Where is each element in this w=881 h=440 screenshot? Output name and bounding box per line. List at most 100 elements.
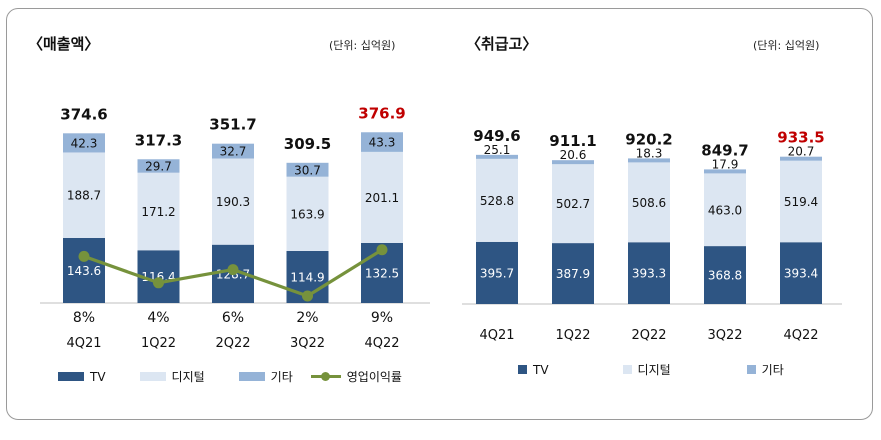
- bar-segment-digital: [628, 162, 670, 243]
- data-label-tv: 143.6: [67, 264, 101, 278]
- line-point-margin: [302, 290, 313, 302]
- total-label: 317.3: [135, 131, 182, 149]
- bar-segment-digital: [552, 164, 594, 244]
- line-point-margin: [78, 250, 90, 262]
- legend-item-digital: 디지털: [139, 368, 205, 385]
- legend-swatch-other-right: [746, 365, 756, 374]
- bar-segment-other: [361, 132, 403, 152]
- data-label-digital: 171.2: [141, 205, 175, 219]
- legend-swatch-digital: [139, 372, 166, 381]
- margin-label: 8%: [73, 310, 95, 326]
- bar-segment-other: [137, 159, 180, 173]
- data-label-digital: 188.7: [67, 189, 101, 203]
- bar-segment-tv: [628, 242, 670, 304]
- bar-segment-other: [552, 160, 594, 165]
- data-label-other: 32.7: [220, 145, 247, 159]
- legend-line-key: [310, 372, 341, 381]
- data-label-other: 43.3: [369, 136, 396, 150]
- total-label: 309.5: [284, 135, 331, 153]
- data-label-other: 20.6: [560, 148, 587, 162]
- legend-item-digital-right: 디지털: [622, 361, 671, 378]
- bar-segment-tv: [704, 246, 746, 304]
- left-legend: TV 디지털 기타 영업이익률: [58, 368, 402, 385]
- legend-label-other: 기타: [270, 370, 293, 384]
- total-label: 374.6: [60, 105, 107, 123]
- x-tick-label: 2Q22: [631, 328, 666, 343]
- left-chart-unit: (단위: 십억원): [329, 39, 396, 52]
- legend-item-tv-right: TV: [518, 363, 549, 377]
- left-chart-title: 〈매출액〉: [28, 35, 100, 53]
- data-label-digital: 201.1: [365, 191, 399, 205]
- legend-label-tv-right: TV: [533, 362, 549, 377]
- data-label-tv: 393.4: [784, 267, 818, 281]
- total-label: 933.5: [777, 129, 824, 147]
- data-label-digital: 508.6: [632, 196, 666, 210]
- bar-segment-other: [476, 154, 518, 159]
- margin-label: 9%: [371, 310, 393, 326]
- data-label-tv: 387.9: [556, 267, 590, 281]
- data-label-other: 30.7: [294, 163, 321, 177]
- legend-item-tv: TV: [58, 370, 106, 384]
- line-point-margin: [153, 277, 164, 289]
- data-label-digital: 463.0: [708, 203, 742, 217]
- legend-swatch-digital-right: [622, 365, 632, 374]
- x-tick-label: 4Q21: [66, 336, 101, 351]
- data-label-other: 18.3: [636, 146, 663, 160]
- line-point-margin: [376, 244, 388, 256]
- legend-label-digital: 디지털: [171, 370, 205, 384]
- data-label-digital: 528.8: [480, 194, 514, 208]
- x-tick-label: 3Q22: [290, 336, 325, 351]
- legend-label-other-right: 기타: [761, 363, 784, 377]
- bar-segment-other: [63, 133, 105, 153]
- data-label-digital: 190.3: [216, 195, 250, 209]
- legend-swatch-other: [238, 372, 265, 381]
- margin-label: 6%: [222, 310, 244, 326]
- data-label-digital: 519.4: [784, 195, 818, 209]
- x-tick-label: 1Q22: [555, 328, 590, 343]
- data-label-other: 29.7: [145, 159, 172, 173]
- data-label-other: 20.7: [788, 145, 815, 159]
- total-label: 920.2: [625, 130, 672, 148]
- data-label-other: 25.1: [484, 143, 511, 157]
- margin-label: 4%: [147, 310, 169, 326]
- bar-segment-other: [212, 143, 254, 159]
- bar-segment-digital: [63, 152, 105, 238]
- total-label: 949.6: [473, 127, 520, 145]
- data-label-digital: 163.9: [290, 207, 324, 221]
- right-chart-unit: (단위: 십억원): [753, 39, 820, 52]
- right-legend: TV 디지털 기타: [518, 361, 784, 378]
- bar-segment-digital: [780, 160, 822, 243]
- bar-segment-digital: [137, 172, 180, 251]
- bar-segment-digital: [212, 158, 254, 245]
- data-label-tv: 368.8: [708, 269, 742, 283]
- x-tick-label: 1Q22: [141, 336, 176, 351]
- legend-label-digital-right: 디지털: [637, 363, 671, 377]
- x-tick-label: 4Q21: [479, 328, 514, 343]
- legend-item-other: 기타: [238, 368, 293, 385]
- data-label-tv: 114.9: [290, 270, 324, 284]
- total-label: 849.7: [701, 141, 748, 159]
- legend-swatch-tv: [58, 372, 84, 381]
- bar-segment-tv: [63, 237, 105, 303]
- line-point-margin: [227, 264, 239, 276]
- total-label: 376.9: [358, 104, 405, 122]
- bar-segment-digital: [476, 158, 518, 242]
- bar-segment-digital: [704, 173, 746, 247]
- x-tick-label: 2Q22: [215, 336, 250, 351]
- legend-label-margin: 영업이익률: [346, 370, 402, 384]
- bar-segment-tv: [552, 243, 594, 304]
- total-label: 351.7: [209, 116, 256, 134]
- total-label: 911.1: [549, 132, 596, 150]
- x-tick-label: 3Q22: [707, 328, 742, 343]
- legend-label-tv: TV: [90, 369, 106, 384]
- bar-segment-other: [286, 162, 329, 177]
- x-tick-label: 4Q22: [364, 336, 399, 351]
- right-chart-title: 〈취급고〉: [466, 35, 538, 53]
- bar-segment-digital: [286, 176, 329, 251]
- bar-segment-tv: [476, 241, 518, 304]
- data-label-other: 17.9: [712, 157, 739, 171]
- legend-swatch-tv-right: [518, 365, 527, 374]
- bar-segment-other: [628, 158, 670, 163]
